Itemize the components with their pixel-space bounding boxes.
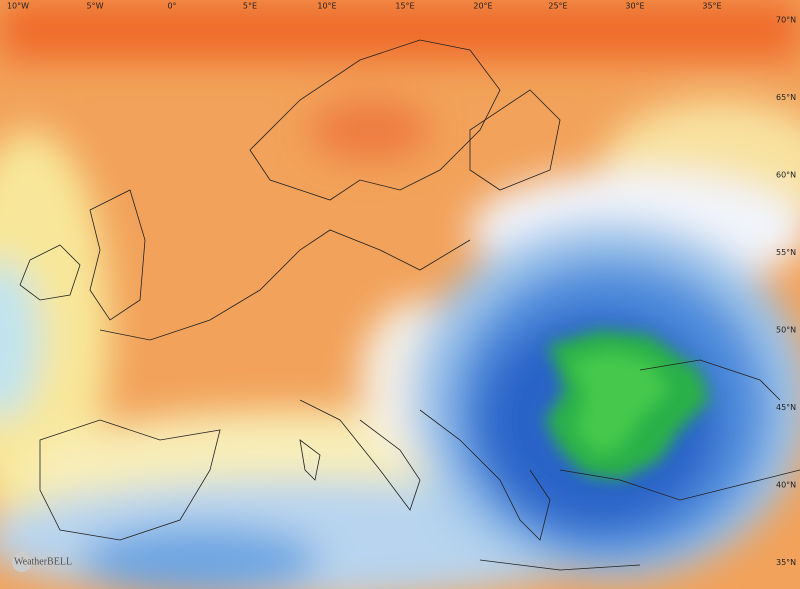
watermark-logo: [12, 552, 32, 572]
longitude-label: 5°W: [87, 2, 104, 11]
watermark-group: WeatherBELL: [12, 552, 72, 572]
latitude-label: 65°N: [776, 93, 796, 102]
coastlines: [19, 39, 800, 571]
longitude-label: 10°E: [317, 2, 336, 11]
longitude-label: 15°E: [395, 2, 414, 11]
watermark: WeatherBELL: [14, 556, 72, 567]
longitude-label: 10°W: [7, 2, 29, 11]
latitude-label: 70°N: [776, 16, 796, 25]
latitude-label: 35°N: [776, 558, 796, 567]
latitude-label: 45°N: [776, 403, 796, 412]
longitude-label: 5°E: [243, 2, 257, 11]
latitude-label: 50°N: [776, 326, 796, 335]
latitude-label: 40°N: [776, 481, 796, 490]
longitude-label: 25°E: [548, 2, 567, 11]
latitude-label: 60°N: [776, 171, 796, 180]
longitude-label: 0°: [167, 2, 176, 11]
longitude-label: 35°E: [702, 2, 721, 11]
latitude-label: 55°N: [776, 248, 796, 257]
longitude-label: 20°E: [473, 2, 492, 11]
longitude-label: 30°E: [625, 2, 644, 11]
